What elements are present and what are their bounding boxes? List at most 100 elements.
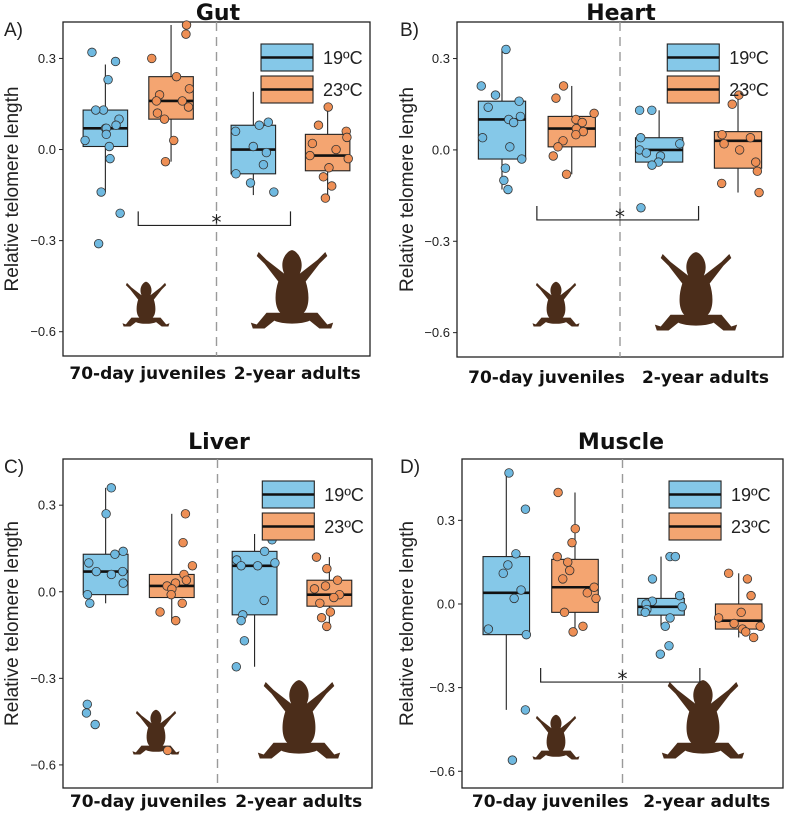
data-point — [101, 509, 111, 519]
data-point — [558, 81, 569, 91]
data-point — [578, 621, 588, 631]
x-group-label: 70-day juveniles — [70, 792, 227, 812]
box-3 — [634, 105, 685, 213]
legend: 19ºC 23ºC — [668, 480, 771, 541]
data-point — [553, 142, 563, 152]
y-tick-label: 0.0 — [432, 142, 450, 157]
bracket-line — [536, 205, 700, 221]
legend: 19ºC 23ºC — [666, 43, 769, 104]
data-point — [91, 566, 102, 577]
data-point — [323, 102, 333, 112]
data-point — [320, 581, 331, 591]
data-point — [755, 621, 765, 631]
data-point — [564, 565, 575, 576]
data-point — [563, 557, 573, 567]
data-point — [162, 745, 173, 756]
data-point — [322, 563, 332, 574]
panel-title: Liver — [188, 430, 250, 455]
data-point — [85, 598, 95, 608]
legend-label: 23ºC — [729, 80, 769, 100]
data-point — [677, 602, 687, 612]
data-point — [332, 575, 343, 585]
data-point — [505, 142, 515, 152]
data-point — [93, 238, 104, 249]
significance-bracket: * — [540, 667, 701, 691]
data-point — [520, 504, 531, 514]
data-point — [329, 592, 339, 603]
panel-title: Heart — [586, 1, 656, 26]
data-point — [103, 74, 113, 85]
data-point — [80, 135, 90, 146]
data-point — [636, 203, 646, 213]
y-tick-label: −0.6 — [30, 757, 56, 772]
data-point — [503, 184, 513, 195]
data-point — [751, 157, 761, 167]
data-point — [322, 621, 332, 632]
y-axis-label: Relative telomere length — [397, 87, 418, 292]
frog-silhouette — [661, 680, 745, 759]
data-point — [571, 129, 581, 140]
data-point — [582, 588, 592, 598]
box-4 — [713, 568, 765, 643]
box-2 — [551, 487, 601, 637]
data-point — [548, 151, 558, 161]
data-point — [647, 574, 658, 584]
frog-silhouette — [132, 709, 180, 755]
data-point — [231, 662, 242, 672]
data-point — [231, 169, 241, 179]
data-point — [641, 148, 652, 158]
data-point — [245, 178, 256, 188]
significance-star: * — [615, 205, 625, 229]
data-point — [558, 574, 568, 584]
x-group-label: 70-day juveniles — [468, 368, 625, 388]
data-point — [552, 551, 562, 562]
data-point — [483, 102, 493, 112]
frog-silhouette — [250, 250, 334, 329]
box-1 — [80, 47, 129, 249]
data-point — [117, 566, 128, 577]
data-point — [674, 590, 685, 601]
data-point — [252, 561, 263, 571]
data-point — [727, 99, 737, 109]
x-group-label: 2-year adults — [235, 792, 362, 812]
panel-muscle: D) Muscle Relative telomere length 0.3 0.0 −0… — [397, 430, 784, 812]
data-point — [499, 175, 509, 186]
data-point — [517, 154, 527, 164]
box-1 — [81, 483, 129, 730]
box-4 — [306, 552, 353, 632]
y-tick-label: 0.0 — [38, 584, 56, 599]
data-point — [320, 193, 331, 203]
panel-gut: A) Gut Relative telomere length 0.3 0.0 −0.3 −… — [2, 1, 371, 384]
data-point — [269, 187, 279, 197]
panel-label: B) — [400, 20, 419, 41]
data-point — [81, 708, 92, 718]
data-point — [723, 568, 734, 579]
data-point — [105, 153, 115, 164]
data-point — [589, 108, 599, 119]
data-point — [171, 71, 182, 82]
data-point — [118, 578, 128, 588]
x-group-label: 70-day juveniles — [69, 364, 226, 384]
y-axis-label: Relative telomere length — [397, 521, 418, 726]
legend-label: 23ºC — [731, 517, 771, 537]
data-point — [118, 546, 128, 557]
data-point — [152, 108, 163, 118]
data-point — [98, 105, 109, 115]
y-tick-label: −0.6 — [424, 325, 450, 340]
data-point — [558, 136, 568, 146]
significance-star: * — [618, 667, 628, 691]
data-point — [315, 598, 325, 608]
x-group-label: 2-year adults — [234, 364, 361, 384]
data-point — [754, 187, 764, 198]
box-2 — [148, 509, 198, 756]
y-tick-label: 0.0 — [437, 596, 455, 611]
panel-label: C) — [4, 457, 24, 478]
data-point — [736, 607, 746, 618]
y-tick-label: 0.3 — [38, 498, 56, 513]
data-point — [318, 172, 329, 182]
data-point — [147, 53, 157, 64]
panel-title: Muscle — [578, 430, 664, 455]
data-point — [521, 629, 532, 640]
data-point — [261, 147, 272, 158]
